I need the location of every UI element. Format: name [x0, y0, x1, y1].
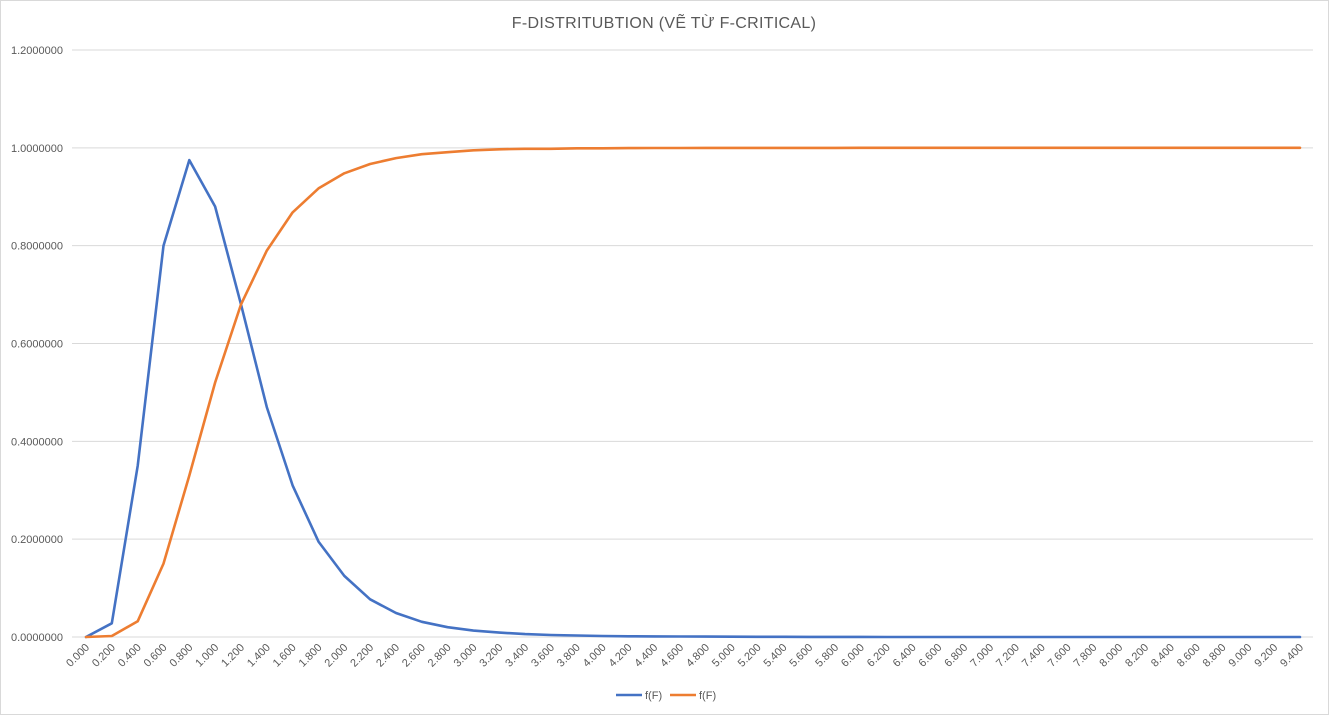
- x-tick-label: 2.400: [374, 642, 402, 670]
- x-tick-label: 2.200: [348, 642, 376, 670]
- y-tick-label: 1.2000000: [11, 45, 63, 57]
- x-tick-label: 2.000: [322, 642, 350, 670]
- x-tick-label: 5.800: [813, 642, 841, 670]
- x-tick-label: 9.200: [1252, 642, 1280, 670]
- legend: f(F) f(F): [616, 690, 716, 702]
- x-tick-label: 6.800: [942, 642, 970, 670]
- x-tick-label: 7.200: [994, 642, 1022, 670]
- x-tick-label: 1.200: [219, 642, 247, 670]
- x-tick-label: 7.800: [1072, 642, 1100, 670]
- series-lines: [84, 146, 1302, 639]
- x-tick-label: 3.000: [452, 642, 480, 670]
- y-tick-label: 0.6000000: [11, 339, 63, 351]
- x-tick-label: 2.600: [400, 642, 428, 670]
- x-tick-label: 6.200: [865, 642, 893, 670]
- x-tick-label: 1.800: [297, 642, 325, 670]
- x-tick-label: 5.600: [787, 642, 815, 670]
- legend-label-1: f(F): [645, 690, 662, 702]
- x-tick-label: 1.400: [245, 642, 273, 670]
- series-line-2: [84, 146, 1302, 639]
- x-tick-label: 1.000: [193, 642, 221, 670]
- x-tick-label: 7.400: [1020, 642, 1048, 670]
- x-tick-label: 6.600: [917, 642, 945, 670]
- x-tick-label: 3.400: [503, 642, 531, 670]
- x-tick-label: 3.800: [555, 642, 583, 670]
- x-tick-label: 0.600: [142, 642, 170, 670]
- y-tick-label: 0.4000000: [11, 436, 63, 448]
- x-tick-label: 0.000: [64, 642, 92, 670]
- x-tick-label: 4.800: [684, 642, 712, 670]
- x-tick-label: 5.000: [710, 642, 738, 670]
- gridlines: [72, 49, 1313, 638]
- x-tick-label: 6.000: [839, 642, 867, 670]
- x-tick-label: 8.800: [1201, 642, 1229, 670]
- x-tick-label: 7.600: [1046, 642, 1074, 670]
- series-line-1: [84, 158, 1302, 639]
- x-tick-label: 8.600: [1175, 642, 1203, 670]
- x-tick-label: 0.800: [167, 642, 195, 670]
- x-tick-label: 8.200: [1123, 642, 1151, 670]
- y-tick-label: 1.0000000: [11, 143, 63, 155]
- x-tick-label: 5.400: [762, 642, 790, 670]
- x-tick-label: 1.600: [271, 642, 299, 670]
- x-tick-label: 0.200: [90, 642, 118, 670]
- y-tick-label: 0.8000000: [11, 241, 63, 253]
- legend-label-2: f(F): [699, 690, 716, 702]
- x-tick-label: 9.000: [1227, 642, 1255, 670]
- chart-title: F-DISTRITUBTION (VẼ TỪ F-CRITICAL): [512, 12, 816, 32]
- y-tick-label: 0.2000000: [11, 534, 63, 546]
- x-tick-label: 6.400: [891, 642, 919, 670]
- x-axis-tick-labels: 0.0000.2000.4000.6000.8001.0001.2001.400…: [64, 642, 1306, 670]
- x-tick-label: 5.200: [736, 642, 764, 670]
- x-tick-label: 4.000: [581, 642, 609, 670]
- x-tick-label: 8.000: [1097, 642, 1125, 670]
- y-axis-tick-labels: 0.0000000 0.2000000 0.4000000 0.6000000 0.80…: [11, 45, 63, 644]
- x-tick-label: 3.600: [529, 642, 557, 670]
- x-tick-label: 4.400: [632, 642, 660, 670]
- x-tick-label: 2.800: [426, 642, 454, 670]
- x-tick-label: 3.200: [477, 642, 505, 670]
- x-tick-label: 4.600: [658, 642, 686, 670]
- x-tick-label: 8.400: [1149, 642, 1177, 670]
- y-tick-label: 0.0000000: [11, 632, 63, 644]
- x-tick-label: 9.400: [1278, 642, 1306, 670]
- x-tick-label: 0.400: [116, 642, 144, 670]
- x-tick-label: 4.200: [607, 642, 635, 670]
- x-tick-label: 7.000: [968, 642, 996, 670]
